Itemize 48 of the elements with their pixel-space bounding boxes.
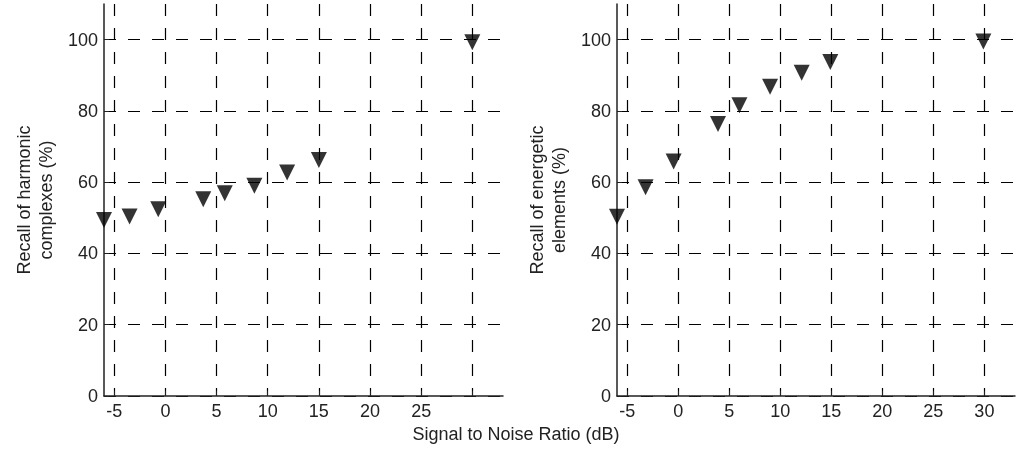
x-axis-title: Signal to Noise Ratio (dB): [411, 424, 621, 445]
x-tick-label: 10: [770, 401, 791, 421]
y-tick-label: 100: [67, 29, 98, 50]
y-tick-label: 60: [590, 172, 611, 193]
y-axis-title: Recall of energetic elements (%): [527, 125, 570, 275]
point: [793, 64, 810, 81]
x-tick-label: -5: [106, 401, 123, 421]
point: [246, 177, 263, 194]
x-tick-label: 0: [160, 401, 171, 421]
point: [975, 33, 992, 50]
x-tick-label: 25: [923, 401, 944, 421]
y-tick-label: 20: [77, 314, 98, 335]
y-tick-label: 40: [77, 243, 98, 264]
point: [609, 208, 625, 225]
point: [121, 208, 138, 225]
y-tick-label: 40: [590, 243, 611, 264]
x-tick-label: 20: [872, 401, 893, 421]
y-tick-label: 60: [77, 172, 98, 193]
y-tick-label: 80: [590, 100, 611, 121]
point: [310, 152, 327, 169]
y-tick-label: 0: [87, 386, 98, 406]
x-tick-label: 5: [724, 401, 735, 421]
x-tick-label: 10: [257, 401, 278, 421]
point: [150, 201, 167, 218]
point: [216, 185, 233, 202]
y-axis-title: Recall of harmonic complexes (%): [14, 125, 57, 275]
point: [279, 164, 296, 181]
point: [710, 116, 727, 133]
y-tick-label: 100: [580, 29, 611, 50]
point: [637, 179, 654, 196]
x-tick-label: 25: [411, 401, 432, 421]
point: [665, 153, 682, 170]
x-tick-label: 0: [673, 401, 684, 421]
y-tick-label: 80: [77, 100, 98, 121]
x-tick-label: 5: [211, 401, 222, 421]
point: [195, 191, 212, 208]
point: [762, 78, 779, 95]
point: [96, 211, 112, 228]
y-tick-label: 0: [600, 386, 611, 406]
point: [822, 54, 839, 71]
x-tick-label: 15: [308, 401, 329, 421]
x-tick-label: 15: [821, 401, 842, 421]
x-tick-label: 20: [359, 401, 381, 421]
point: [731, 97, 748, 114]
x-tick-label: 30: [974, 401, 995, 421]
x-tick-label: -5: [619, 401, 636, 421]
y-tick-label: 20: [590, 314, 611, 335]
point: [464, 34, 481, 51]
